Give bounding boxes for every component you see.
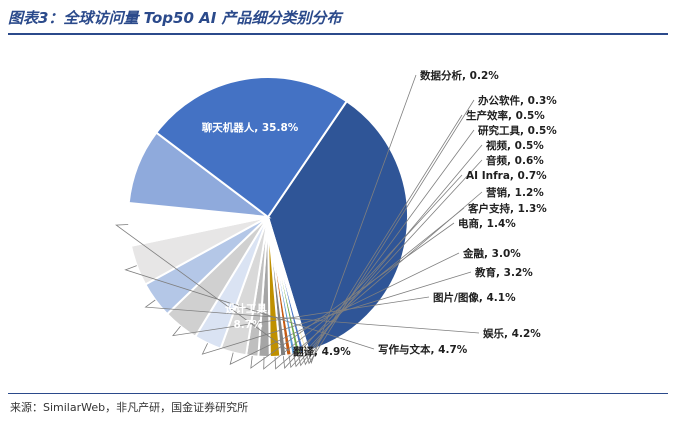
leader-line xyxy=(297,129,475,367)
leader-line xyxy=(124,265,375,350)
leader-line xyxy=(172,296,430,337)
pie-slice xyxy=(154,76,349,219)
pie-slices xyxy=(127,76,409,359)
figure-header: 图表3：全球访问量 Top50 AI 产品细分类别分布 xyxy=(0,0,676,36)
pie-slice xyxy=(266,99,409,353)
slice-label: AI Infra, 0.7% xyxy=(466,170,547,182)
slice-labels: 聊天机器人, 35.8% 数据分析, 0.2% 办公软件, 0.3% 生产效率, 0.… xyxy=(134,69,557,358)
slice-label: 客户支持, 1.3% xyxy=(467,202,547,215)
leader-line xyxy=(288,159,483,369)
slice-label: 营销, 1.2% xyxy=(486,186,544,199)
header-rule xyxy=(8,33,668,35)
slice-label: 金融, 3.0% xyxy=(462,247,521,260)
slice-label: 研究工具, 0.5% xyxy=(478,124,557,137)
slice-label: 视频, 0.5% xyxy=(486,139,544,152)
pie-chart-svg: 聊天机器人, 35.8% 数据分析, 0.2% 办公软件, 0.3% 生产效率, 0.… xyxy=(115,69,557,370)
leader-lines xyxy=(115,74,483,370)
leader-line xyxy=(274,191,483,370)
slice-label: 聊天机器人, 35.8% xyxy=(202,121,299,134)
leader-line xyxy=(263,207,465,370)
leader-line xyxy=(250,222,455,369)
leader-line xyxy=(201,271,472,355)
leader-line xyxy=(302,114,463,366)
slice-label: 娱乐, 4.2% xyxy=(483,327,541,340)
slice-label: 图片/图像, 4.1% xyxy=(433,291,516,304)
slice-label: 办公软件, 0.3% xyxy=(478,94,557,107)
slice-label: 生产效率, 0.5% xyxy=(466,109,545,122)
slice-label: 智慧搜索, 24.2% xyxy=(134,211,222,224)
leader-line xyxy=(293,144,483,368)
slice-label: 电商, 1.4% xyxy=(458,217,516,230)
slice-label: 翻译, 4.9% xyxy=(293,345,351,358)
leader-line xyxy=(229,252,460,365)
slice-label: 写作与文本, 4.7% xyxy=(378,343,468,356)
leader-line xyxy=(307,74,417,364)
slice-label: 数据分析, 0.2% xyxy=(419,69,499,82)
leader-line xyxy=(305,99,475,365)
slice-label: 音频, 0.6% xyxy=(486,154,544,167)
leader-line xyxy=(144,299,480,334)
footer-rule xyxy=(8,393,668,394)
figure-title: 图表3：全球访问量 Top50 AI 产品细分类别分布 xyxy=(8,9,342,27)
leader-line xyxy=(115,224,290,352)
source-note: 来源：SimilarWeb，非凡产研，国金证券研究所 xyxy=(10,401,249,414)
leader-line xyxy=(282,174,463,370)
slice-label: 教育, 3.2% xyxy=(474,266,533,279)
pie-chart: 聊天机器人, 35.8% 数据分析, 0.2% 办公软件, 0.3% 生产效率, 0.… xyxy=(0,36,676,388)
slice-label: 设计工具, 8.7% xyxy=(225,302,271,331)
